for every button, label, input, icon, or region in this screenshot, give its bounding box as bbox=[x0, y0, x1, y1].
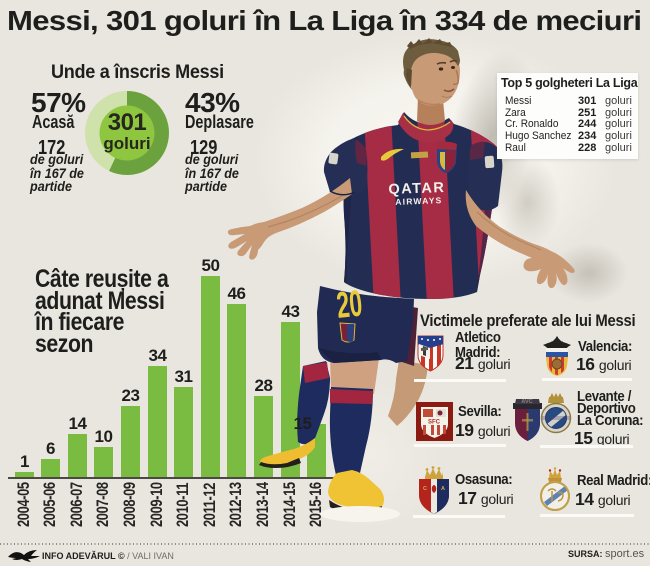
svg-text:AIRWAYS: AIRWAYS bbox=[395, 195, 442, 207]
svg-text:C: C bbox=[423, 486, 427, 492]
svg-text:QATAR: QATAR bbox=[388, 180, 445, 198]
svg-text:AVC: AVC bbox=[521, 399, 532, 405]
svg-text:A: A bbox=[441, 486, 445, 492]
svg-text:SFC: SFC bbox=[428, 420, 441, 426]
